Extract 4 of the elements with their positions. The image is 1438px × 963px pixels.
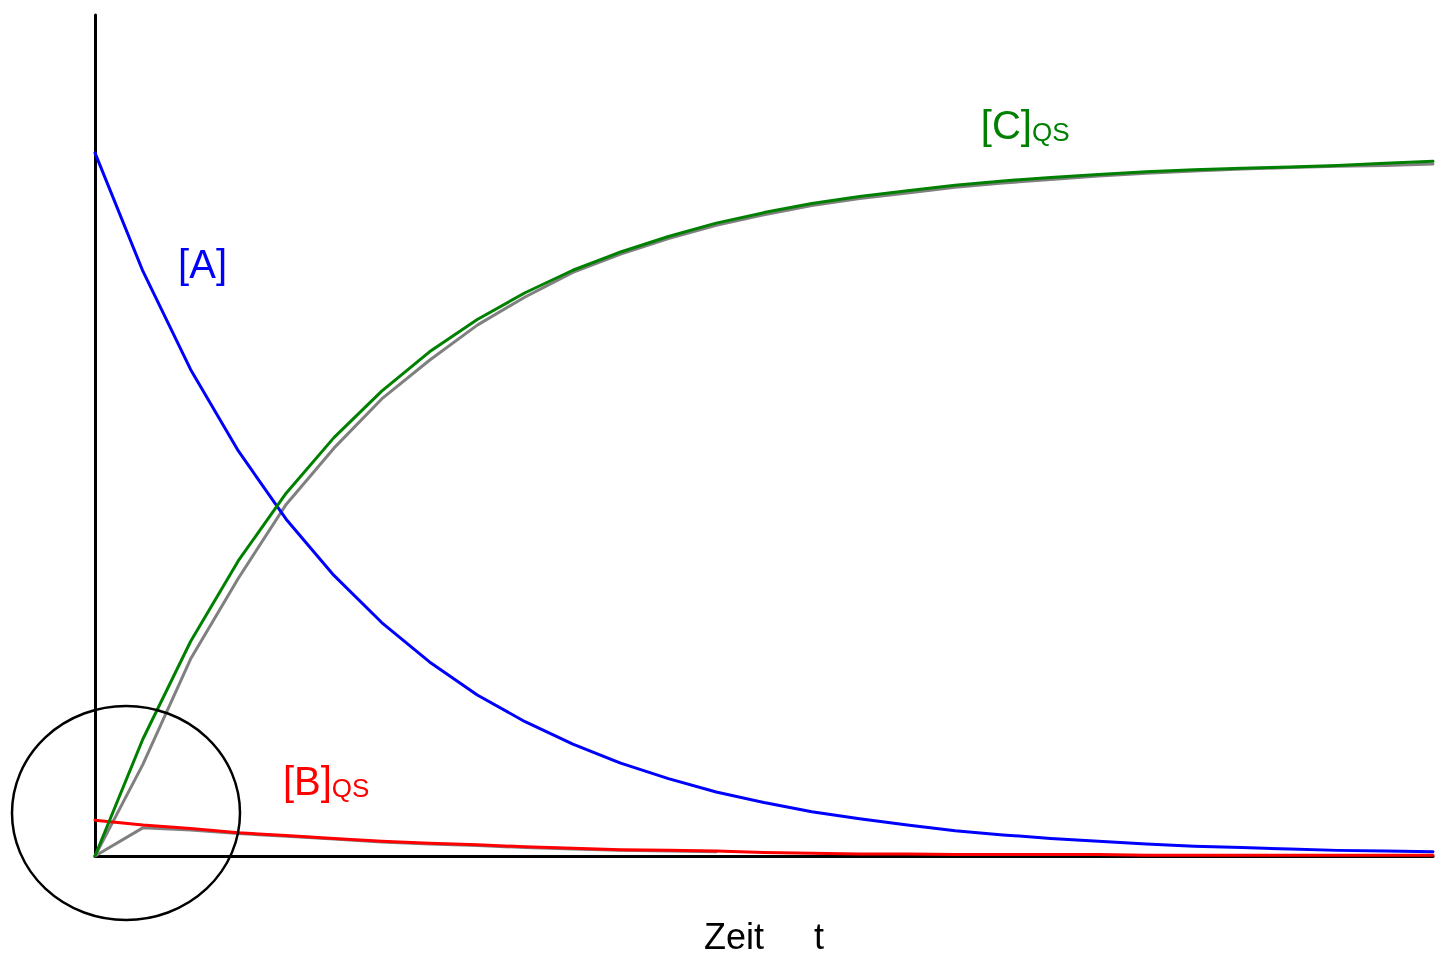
x-axis-title: Zeit t bbox=[703, 915, 825, 957]
series-label: [B]QS bbox=[282, 758, 370, 803]
series-label: [A] bbox=[178, 242, 228, 287]
series-label: [C]QS bbox=[980, 103, 1070, 148]
